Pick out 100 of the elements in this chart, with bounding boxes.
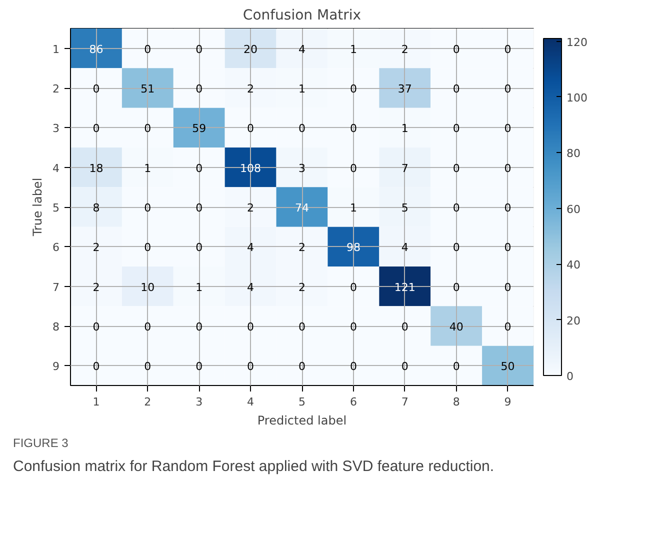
data-label: 1 bbox=[401, 122, 408, 136]
data-label: 37 bbox=[398, 82, 412, 96]
x-tick-label: 9 bbox=[504, 396, 512, 408]
data-label: 0 bbox=[144, 202, 152, 214]
y-tick-label: 7 bbox=[52, 280, 60, 294]
data-label: 20 bbox=[244, 42, 258, 56]
y-tick-label: 9 bbox=[52, 360, 60, 374]
x-tick-label: 8 bbox=[452, 396, 460, 408]
data-label: 0 bbox=[452, 280, 460, 294]
data-label: 0 bbox=[247, 360, 254, 374]
data-label: 0 bbox=[247, 122, 254, 136]
x-tick-label: 5 bbox=[298, 396, 306, 408]
data-label: 2 bbox=[247, 82, 254, 96]
x-tick-label: 6 bbox=[350, 396, 357, 408]
data-label: 0 bbox=[452, 122, 460, 136]
data-label: 40 bbox=[449, 320, 464, 334]
data-label: 2 bbox=[298, 241, 306, 254]
data-label: 3 bbox=[298, 162, 306, 175]
data-label: 0 bbox=[298, 122, 306, 136]
data-label: 0 bbox=[452, 42, 460, 56]
y-tick-label: 4 bbox=[52, 162, 60, 175]
data-label: 50 bbox=[500, 360, 515, 374]
data-label: 2 bbox=[92, 241, 100, 254]
data-label: 0 bbox=[144, 42, 152, 56]
color-bar-label: 0 bbox=[566, 370, 574, 383]
data-label: 4 bbox=[247, 280, 254, 294]
data-label: 1 bbox=[350, 42, 357, 56]
data-label: 0 bbox=[504, 280, 512, 294]
data-label: 0 bbox=[452, 162, 460, 175]
data-label: 0 bbox=[196, 360, 203, 374]
y-tick-label: 1 bbox=[52, 42, 60, 56]
y-axis-title: True label bbox=[30, 178, 44, 238]
color-bar-label: 100 bbox=[566, 91, 588, 104]
x-tick-label: 4 bbox=[247, 396, 254, 408]
data-label: 1 bbox=[144, 162, 152, 175]
x-tick-label: 1 bbox=[92, 396, 100, 408]
data-label: 0 bbox=[401, 360, 408, 374]
data-label: 1 bbox=[298, 82, 306, 96]
data-label: 10 bbox=[140, 280, 155, 294]
data-label: 0 bbox=[92, 82, 100, 96]
y-tick-label: 3 bbox=[52, 122, 60, 136]
color-bar-label: 60 bbox=[566, 202, 580, 216]
caption: FIGURE 3 bbox=[13, 435, 70, 452]
x-tick-label: 3 bbox=[196, 396, 203, 408]
data-label: 0 bbox=[504, 82, 512, 96]
y-tick-label: 5 bbox=[52, 202, 60, 214]
data-label: 2 bbox=[401, 42, 408, 56]
data-label: 0 bbox=[196, 241, 203, 254]
data-label: 0 bbox=[247, 320, 254, 334]
data-label: 0 bbox=[452, 202, 460, 214]
color-bar-label: 80 bbox=[566, 147, 580, 160]
data-label: 0 bbox=[350, 320, 357, 334]
chart-title: Confusion Matrix bbox=[242, 8, 362, 24]
x-tick-label: 2 bbox=[144, 396, 152, 408]
data-label: 0 bbox=[504, 162, 512, 175]
data-label: 0 bbox=[144, 320, 152, 334]
data-label: 1 bbox=[196, 280, 203, 294]
data-label: 0 bbox=[504, 122, 512, 136]
data-label: 0 bbox=[350, 122, 357, 136]
data-label: 2 bbox=[92, 280, 100, 294]
data-label: 0 bbox=[196, 82, 203, 96]
data-label: 2 bbox=[298, 280, 306, 294]
data-label: 0 bbox=[350, 360, 357, 374]
color-bar-label: 40 bbox=[566, 258, 580, 272]
color-bar-label: 120 bbox=[566, 36, 588, 49]
color-bar-label: 20 bbox=[566, 314, 580, 328]
data-label: 0 bbox=[92, 122, 100, 136]
data-label: 4 bbox=[298, 42, 306, 56]
data-label: 0 bbox=[350, 82, 357, 96]
data-label: 7 bbox=[401, 162, 408, 175]
data-label: 59 bbox=[192, 122, 206, 136]
y-tick-label: 2 bbox=[52, 82, 60, 96]
data-label: 0 bbox=[452, 82, 460, 96]
data-label: 4 bbox=[247, 241, 254, 254]
data-label: 0 bbox=[196, 320, 203, 334]
data-label: 0 bbox=[504, 241, 512, 254]
data-label: 0 bbox=[452, 360, 460, 374]
data-label: 0 bbox=[504, 42, 512, 56]
data-label: 2 bbox=[247, 202, 254, 214]
data-label: 4 bbox=[401, 241, 408, 254]
data-label: 0 bbox=[196, 42, 203, 56]
data-label: 0 bbox=[452, 241, 460, 254]
x-tick-label: 7 bbox=[401, 396, 408, 408]
data-label: 1 bbox=[350, 202, 357, 214]
data-label: 18 bbox=[89, 162, 104, 175]
data-label: 0 bbox=[298, 320, 306, 334]
data-label: 0 bbox=[196, 162, 203, 175]
data-label: 0 bbox=[350, 162, 357, 175]
data-label: 0 bbox=[92, 320, 100, 334]
data-label: 0 bbox=[298, 360, 306, 374]
data-label: 0 bbox=[92, 360, 100, 374]
text: Confusion matrix for Random Forest applied with SVD feature reduction. bbox=[13, 457, 494, 478]
data-label: 51 bbox=[140, 82, 155, 96]
y-tick-label: 6 bbox=[52, 241, 60, 254]
data-label: 0 bbox=[504, 320, 512, 334]
data-label: 5 bbox=[401, 202, 408, 214]
y-tick-label: 8 bbox=[52, 320, 60, 334]
x-axis-title: Predicted label bbox=[257, 414, 347, 428]
data-label: 8 bbox=[92, 202, 100, 214]
data-label: 0 bbox=[144, 241, 152, 254]
